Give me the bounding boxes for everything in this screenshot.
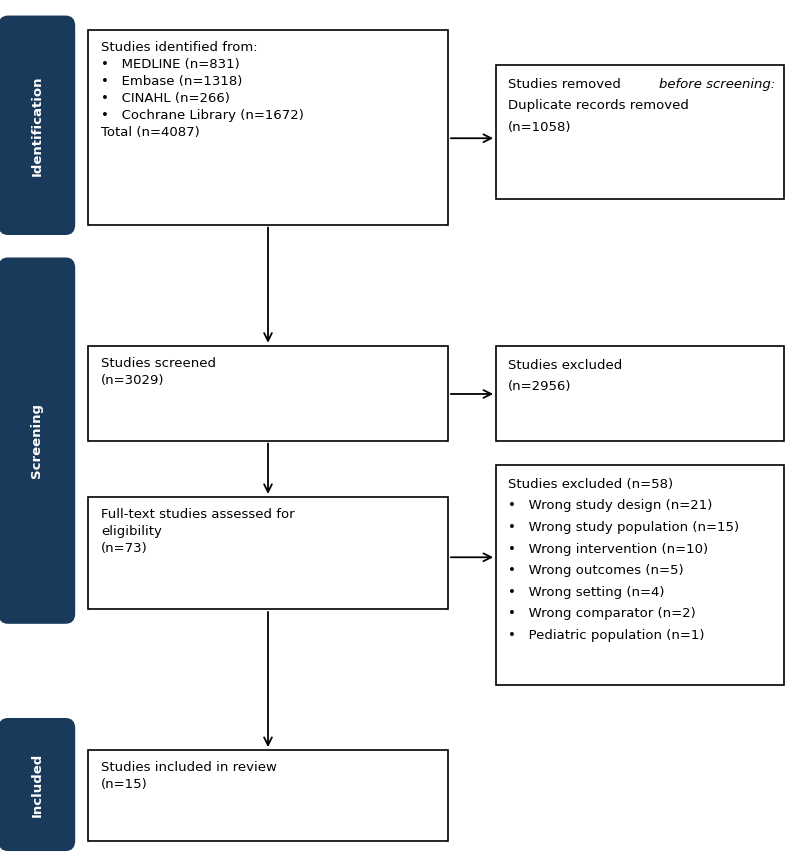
FancyBboxPatch shape [88, 346, 448, 441]
Text: Studies removed: Studies removed [508, 78, 625, 91]
Text: •   Wrong study population (n=15): • Wrong study population (n=15) [508, 521, 739, 534]
FancyBboxPatch shape [88, 30, 448, 225]
Text: (n=2956): (n=2956) [508, 380, 571, 393]
Text: •   Wrong comparator (n=2): • Wrong comparator (n=2) [508, 607, 696, 620]
Text: Screening: Screening [30, 403, 43, 478]
Text: •   Pediatric population (n=1): • Pediatric population (n=1) [508, 629, 705, 642]
FancyBboxPatch shape [496, 465, 784, 685]
Text: •   Wrong intervention (n=10): • Wrong intervention (n=10) [508, 543, 708, 556]
FancyBboxPatch shape [0, 718, 75, 851]
Text: before screening:: before screening: [659, 78, 775, 91]
Text: (n=1058): (n=1058) [508, 121, 571, 134]
FancyBboxPatch shape [88, 750, 448, 841]
Text: Duplicate records removed: Duplicate records removed [508, 99, 689, 112]
Text: Studies excluded: Studies excluded [508, 359, 622, 372]
FancyBboxPatch shape [0, 257, 75, 624]
Text: •   Wrong study design (n=21): • Wrong study design (n=21) [508, 499, 712, 512]
Text: Studies included in review
(n=15): Studies included in review (n=15) [101, 761, 277, 791]
FancyBboxPatch shape [496, 65, 784, 199]
Text: Identification: Identification [30, 75, 43, 175]
Text: •   Wrong setting (n=4): • Wrong setting (n=4) [508, 586, 665, 599]
FancyBboxPatch shape [88, 497, 448, 609]
Text: Studies identified from:
•   MEDLINE (n=831)
•   Embase (n=1318)
•   CINAHL (n=2: Studies identified from: • MEDLINE (n=83… [101, 41, 304, 139]
Text: Full-text studies assessed for
eligibility
(n=73): Full-text studies assessed for eligibili… [101, 508, 294, 555]
Text: Included: Included [30, 753, 43, 816]
Text: •   Wrong outcomes (n=5): • Wrong outcomes (n=5) [508, 564, 684, 577]
Text: Studies excluded (n=58): Studies excluded (n=58) [508, 478, 673, 491]
Text: Studies screened
(n=3029): Studies screened (n=3029) [101, 357, 216, 387]
FancyBboxPatch shape [496, 346, 784, 441]
FancyBboxPatch shape [0, 16, 75, 235]
